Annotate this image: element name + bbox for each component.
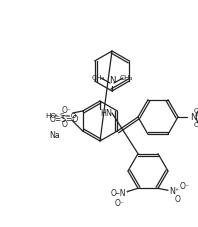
Text: O–N⁺: O–N⁺	[110, 188, 130, 197]
Text: O⁻: O⁻	[180, 181, 190, 190]
Text: CH₃: CH₃	[119, 75, 133, 81]
Text: CH₃: CH₃	[91, 75, 105, 81]
Text: O⁻: O⁻	[62, 106, 72, 115]
Text: N⁺: N⁺	[190, 113, 198, 122]
Text: CH₃: CH₃	[193, 121, 198, 127]
Text: O: O	[175, 194, 181, 203]
Text: HO–S=O: HO–S=O	[45, 113, 76, 118]
Text: HN: HN	[100, 109, 112, 118]
Text: N: N	[109, 76, 115, 85]
Text: O=S=O: O=S=O	[50, 115, 79, 124]
Text: O: O	[62, 120, 68, 129]
Text: N⁺: N⁺	[169, 186, 179, 195]
Text: Na: Na	[49, 131, 60, 140]
Text: O⁻: O⁻	[115, 198, 125, 207]
Text: ⁺: ⁺	[55, 114, 58, 121]
Text: CH₃: CH₃	[193, 108, 198, 114]
